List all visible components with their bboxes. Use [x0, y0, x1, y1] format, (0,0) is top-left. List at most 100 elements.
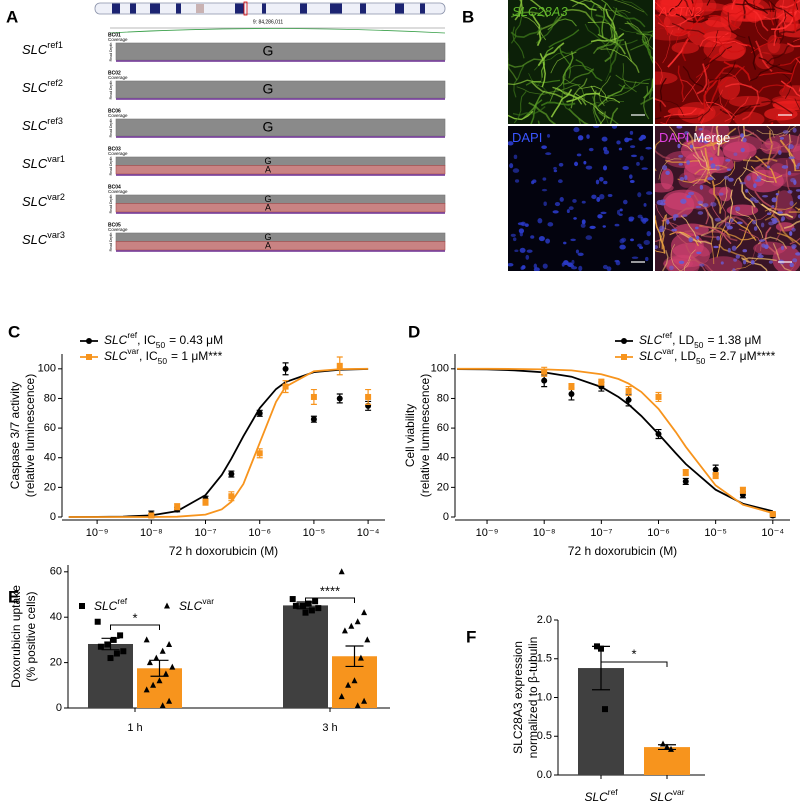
nucleus	[753, 183, 757, 189]
panel-letter: B	[462, 7, 474, 26]
depth-label: Read Depth	[109, 119, 113, 138]
base-label: A	[265, 165, 271, 175]
nucleus	[611, 126, 618, 129]
fiber	[600, 0, 623, 17]
fiber	[790, 58, 800, 74]
fiber	[695, 167, 729, 180]
fiber	[655, 203, 680, 227]
fiber	[589, 100, 625, 106]
fiber	[615, 9, 646, 28]
nucleus	[720, 261, 724, 265]
point	[228, 471, 235, 478]
fiber	[763, 11, 797, 20]
fiber	[702, 225, 732, 245]
fiber	[549, 71, 566, 103]
alt-coverage	[115, 203, 446, 213]
fiber	[761, 100, 794, 115]
nucleus	[740, 147, 745, 153]
coverage-label: Coverage	[108, 37, 128, 42]
fiber	[716, 36, 745, 53]
sample-id: BC03	[108, 146, 121, 152]
fiber	[597, 33, 626, 55]
fiber	[593, 96, 609, 124]
nucleus	[545, 152, 552, 156]
nucleus	[545, 238, 551, 244]
cell-blob	[656, 0, 694, 18]
fiber	[516, 86, 551, 95]
fiber	[669, 126, 693, 152]
fiber	[742, 128, 774, 145]
fiber	[723, 61, 751, 82]
fiber	[693, 194, 710, 225]
nucleus	[616, 140, 621, 145]
legend-label-part: SLC	[104, 349, 128, 363]
row-label: SLCref1	[22, 40, 63, 57]
nucleus	[771, 205, 775, 208]
micrograph	[508, 126, 653, 271]
fiber	[648, 88, 653, 99]
significance-bracket	[600, 661, 668, 667]
fiber	[508, 58, 542, 68]
cell-blob	[671, 41, 700, 54]
nucleus	[541, 188, 548, 192]
nucleus	[754, 179, 762, 182]
fiber	[679, 259, 691, 271]
nucleus	[735, 254, 741, 259]
channel-label-part: ACTN2	[658, 4, 702, 19]
ref-coverage	[115, 80, 446, 99]
nucleus	[589, 225, 596, 229]
nucleus	[790, 177, 796, 183]
depth-label: Read Depth	[109, 43, 113, 62]
fiber	[518, 0, 523, 17]
fiber	[598, 75, 611, 107]
row-label-part: SLC	[22, 232, 48, 247]
y-tick-label: 0	[443, 511, 449, 523]
nucleus	[736, 221, 743, 225]
fiber	[677, 9, 706, 31]
point	[568, 391, 575, 398]
nucleus	[714, 217, 722, 222]
fiber	[596, 22, 613, 51]
fiber	[675, 13, 709, 23]
nucleus	[585, 165, 593, 170]
panel-letter: A	[6, 7, 18, 26]
nucleus	[629, 180, 635, 183]
nucleus	[684, 175, 688, 181]
nucleus	[697, 200, 704, 205]
nucleus	[576, 153, 582, 157]
channel-label: DAPI Merge	[659, 130, 730, 145]
ref-coverage	[115, 156, 446, 166]
nucleus	[727, 247, 731, 253]
nucleus	[519, 247, 526, 253]
fiber	[793, 133, 800, 151]
locus-marker	[243, 1, 248, 16]
row-label: SLCref2	[22, 78, 63, 95]
legend-label-part: 50	[156, 340, 166, 350]
x-tick-label: 10⁻⁴	[357, 527, 380, 539]
micrograph	[655, 0, 800, 124]
nucleus	[566, 209, 570, 214]
nucleus	[791, 227, 796, 232]
y-tick-label: 60	[437, 422, 449, 434]
nucleus	[678, 260, 685, 264]
point	[541, 377, 548, 384]
nucleus	[672, 214, 679, 218]
x-tick-label: 10⁻⁷	[590, 527, 612, 539]
nucleus	[600, 211, 607, 215]
nucleus	[713, 245, 719, 249]
micrograph	[508, 0, 653, 124]
point	[146, 659, 153, 666]
fiber	[779, 126, 797, 137]
point	[338, 568, 345, 575]
fiber	[696, 63, 708, 95]
x-tick-label: 10⁻⁵	[704, 527, 727, 539]
fiber	[669, 113, 704, 120]
nucleus	[685, 135, 689, 141]
x-tick-label: 10⁻⁸	[533, 527, 556, 539]
cell-blob	[779, 85, 800, 100]
point	[664, 743, 670, 750]
nucleus	[558, 162, 564, 167]
depth-label: Read Depth	[109, 195, 113, 214]
point	[739, 487, 746, 494]
point	[682, 469, 689, 476]
